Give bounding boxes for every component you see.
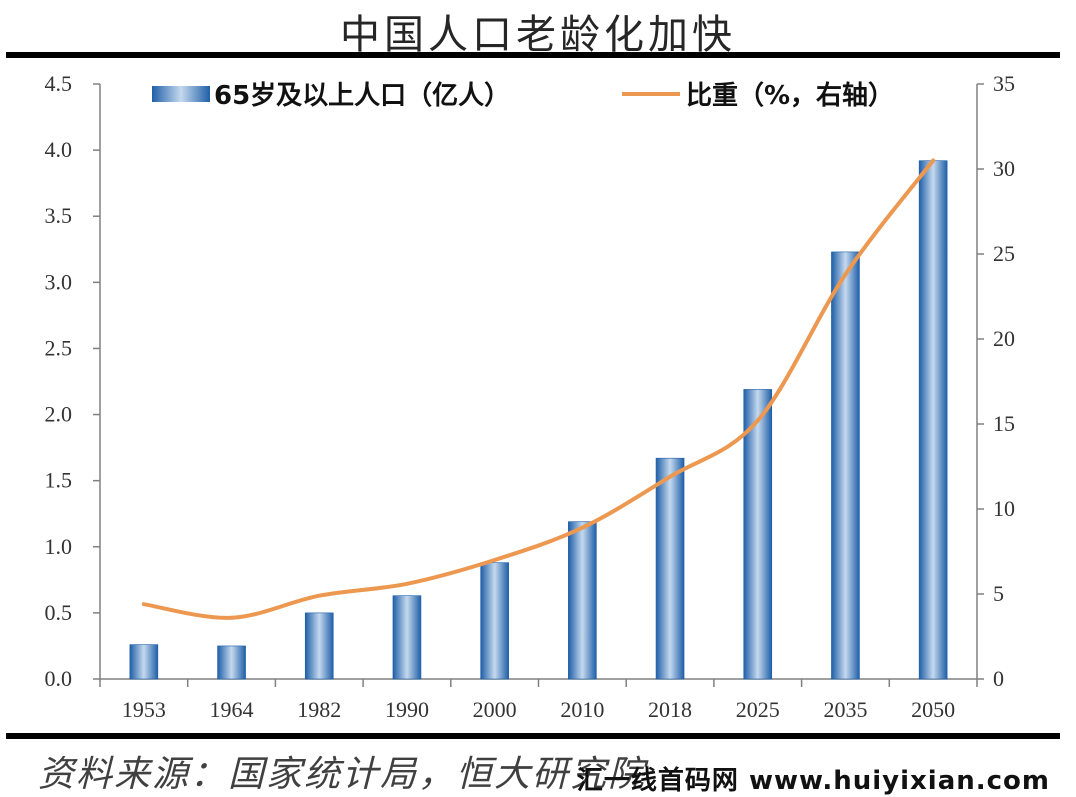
left-tick-label: 3.0 <box>45 269 73 294</box>
right-tick-label: 15 <box>993 411 1015 436</box>
x-tick-label: 1953 <box>122 697 166 722</box>
legend-bar-swatch <box>152 86 210 102</box>
right-tick-label: 20 <box>993 326 1015 351</box>
x-tick-label: 2010 <box>560 697 604 722</box>
x-tick-label: 1982 <box>297 697 341 722</box>
watermark: 汇一线首码网 www.huiyixian.com <box>577 760 1050 797</box>
top-divider <box>6 52 1060 58</box>
bar <box>130 645 158 679</box>
x-tick-label: 2050 <box>911 697 955 722</box>
bar <box>919 161 947 679</box>
share-line <box>144 161 933 618</box>
x-tick-label: 2000 <box>473 697 517 722</box>
right-tick-label: 35 <box>993 71 1015 96</box>
bar <box>305 613 333 679</box>
left-tick-label: 2.0 <box>45 402 73 427</box>
legend: 65岁及以上人口（亿人） 比重（%，右轴） <box>152 80 894 111</box>
left-tick-label: 4.0 <box>45 137 73 162</box>
left-tick-label: 1.0 <box>45 534 73 559</box>
right-tick-label: 0 <box>993 666 1004 691</box>
legend-line-label: 比重（%，右轴） <box>686 81 894 111</box>
bar <box>393 596 421 679</box>
right-tick-label: 30 <box>993 156 1015 181</box>
x-tick-label: 2018 <box>648 697 692 722</box>
x-tick-label: 2035 <box>823 697 867 722</box>
left-tick-label: 0.0 <box>45 666 73 691</box>
bar <box>568 522 596 679</box>
left-tick-label: 2.5 <box>45 335 73 360</box>
bar <box>218 646 246 679</box>
line-series <box>144 160 934 618</box>
source-note: 资料来源：国家统计局，恒大研究院 <box>38 745 646 797</box>
x-tick-label: 1964 <box>210 697 254 722</box>
right-tick-label: 10 <box>993 496 1015 521</box>
left-tick-label: 1.5 <box>45 468 73 493</box>
tick-labels: 0.00.51.01.52.02.53.03.54.04.50510152025… <box>45 71 1016 722</box>
bar <box>831 252 859 679</box>
left-tick-label: 3.5 <box>45 203 73 228</box>
right-tick-label: 5 <box>993 581 1004 606</box>
bar <box>481 563 509 679</box>
x-tick-label: 1990 <box>385 697 429 722</box>
bottom-divider <box>6 733 1060 739</box>
left-tick-label: 0.5 <box>45 600 73 625</box>
legend-bar-label: 65岁及以上人口（亿人） <box>214 80 510 111</box>
bar <box>656 458 684 679</box>
chart: 0.00.51.01.52.02.53.03.54.04.50510152025… <box>0 60 1076 730</box>
x-tick-label: 2025 <box>736 697 780 722</box>
bar-series <box>130 161 947 679</box>
right-tick-label: 25 <box>993 241 1015 266</box>
left-tick-label: 4.5 <box>45 71 73 96</box>
